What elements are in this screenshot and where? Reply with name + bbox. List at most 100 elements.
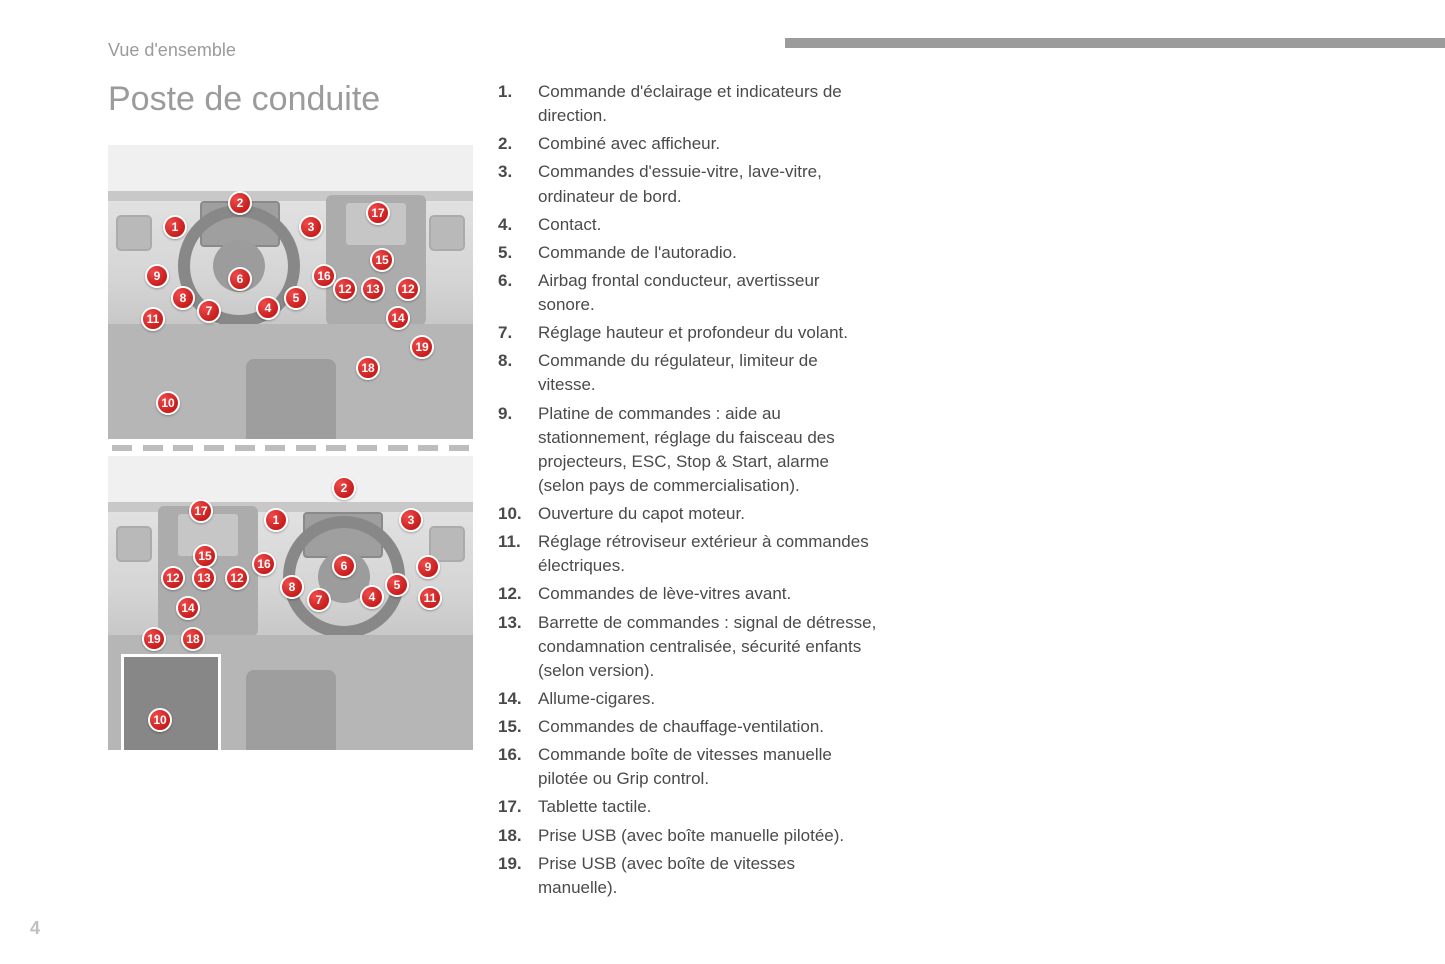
inset-detail-box [121,654,221,750]
legend-item-number: 11. [498,530,538,578]
legend-item: 8.Commande du régulateur, limiteur de vi… [498,349,878,397]
legend-item-text: Commandes de lève-vitres avant. [538,582,878,606]
callout-marker: 19 [410,335,434,359]
legend-item-text: Commande de l'autoradio. [538,241,878,265]
callout-marker: 11 [418,586,442,610]
dashboard-lower: 1721315166912131287451114191810 [108,456,473,750]
callout-marker: 5 [385,573,409,597]
legend-item: 19.Prise USB (avec boîte de vitesses man… [498,852,878,900]
center-tunnel [246,670,336,750]
callout-marker: 1 [163,215,187,239]
legend-item-number: 5. [498,241,538,265]
legend-item-number: 7. [498,321,538,345]
legend-item: 14.Allume-cigares. [498,687,878,711]
legend-item: 10.Ouverture du capot moteur. [498,502,878,526]
callout-marker: 12 [161,566,185,590]
legend-item-number: 2. [498,132,538,156]
legend-item: 7.Réglage hauteur et profondeur du volan… [498,321,878,345]
legend-item-text: Airbag frontal conducteur, avertisseur s… [538,269,878,317]
page-number: 4 [30,918,40,939]
vent-left [116,526,152,562]
legend-item-number: 16. [498,743,538,791]
legend-item-number: 13. [498,611,538,683]
callout-marker: 2 [228,191,252,215]
legend-item: 18.Prise USB (avec boîte manuelle piloté… [498,824,878,848]
legend-item-number: 17. [498,795,538,819]
legend-item: 12.Commandes de lève-vitres avant. [498,582,878,606]
legend-item: 16.Commande boîte de vitesses manuelle p… [498,743,878,791]
legend-item: 11.Réglage rétroviseur extérieur à comma… [498,530,878,578]
vent-right [429,215,465,251]
legend-item-text: Tablette tactile. [538,795,878,819]
legend-item: 13.Barrette de commandes : signal de dét… [498,611,878,683]
callout-marker: 1 [264,508,288,532]
callout-marker: 2 [332,476,356,500]
legend-item-text: Platine de commandes : aide au stationne… [538,402,878,499]
callout-marker: 7 [307,588,331,612]
header-bar [785,38,1445,48]
legend-item-text: Contact. [538,213,878,237]
windshield [108,145,473,191]
legend-item-text: Commandes de chauffage-ventilation. [538,715,878,739]
legend-item: 5.Commande de l'autoradio. [498,241,878,265]
callout-marker: 6 [332,554,356,578]
callout-marker: 14 [386,306,410,330]
callout-marker: 8 [280,575,304,599]
legend-item-number: 18. [498,824,538,848]
legend-item-text: Commande boîte de vitesses manuelle pilo… [538,743,878,791]
callout-marker: 16 [312,264,336,288]
legend-item-number: 1. [498,80,538,128]
dashboard-upper: 1215317961612131287451114191810 [108,145,473,439]
legend-item-text: Combiné avec afficheur. [538,132,878,156]
callout-marker: 15 [193,544,217,568]
callout-marker: 4 [256,296,280,320]
callout-marker: 18 [181,627,205,651]
callout-marker: 10 [148,708,172,732]
legend-item-number: 14. [498,687,538,711]
windshield [108,456,473,502]
figure-separator [108,439,473,456]
callout-marker: 17 [366,201,390,225]
section-label: Vue d'ensemble [108,40,236,61]
callout-marker: 3 [299,215,323,239]
legend-item-text: Commande du régulateur, limiteur de vite… [538,349,878,397]
legend-item: 6.Airbag frontal conducteur, avertisseur… [498,269,878,317]
callout-marker: 17 [189,499,213,523]
legend-item-number: 15. [498,715,538,739]
legend-item-number: 3. [498,160,538,208]
legend-item-number: 4. [498,213,538,237]
callout-marker: 9 [416,555,440,579]
legend-item-number: 10. [498,502,538,526]
page-title: Poste de conduite [108,80,380,119]
callout-marker: 8 [171,286,195,310]
legend-item-text: Barrette de commandes : signal de détres… [538,611,878,683]
legend-item: 4.Contact. [498,213,878,237]
legend-item-number: 12. [498,582,538,606]
legend-item: 3.Commandes d'essuie-vitre, lave-vitre, … [498,160,878,208]
legend-item: 17.Tablette tactile. [498,795,878,819]
legend-list: 1.Commande d'éclairage et indicateurs de… [498,80,878,904]
callout-marker: 12 [396,277,420,301]
legend-item: 2.Combiné avec afficheur. [498,132,878,156]
legend-item-text: Allume-cigares. [538,687,878,711]
figure-container: 1215317961612131287451114191810 17213151… [108,145,473,750]
callout-marker: 9 [145,264,169,288]
legend-item: 15.Commandes de chauffage-ventilation. [498,715,878,739]
legend-item: 9.Platine de commandes : aide au station… [498,402,878,499]
callout-marker: 19 [142,627,166,651]
callout-marker: 5 [284,286,308,310]
callout-marker: 7 [197,299,221,323]
callout-marker: 13 [361,277,385,301]
callout-marker: 10 [156,391,180,415]
legend-item-text: Prise USB (avec boîte manuelle pilotée). [538,824,878,848]
legend-item-number: 8. [498,349,538,397]
callout-marker: 6 [228,267,252,291]
legend-item-number: 19. [498,852,538,900]
callout-marker: 11 [141,307,165,331]
callout-marker: 13 [192,566,216,590]
callout-marker: 16 [252,552,276,576]
callout-marker: 4 [360,585,384,609]
legend-item-number: 6. [498,269,538,317]
legend-item-number: 9. [498,402,538,499]
legend-item-text: Réglage rétroviseur extérieur à commande… [538,530,878,578]
